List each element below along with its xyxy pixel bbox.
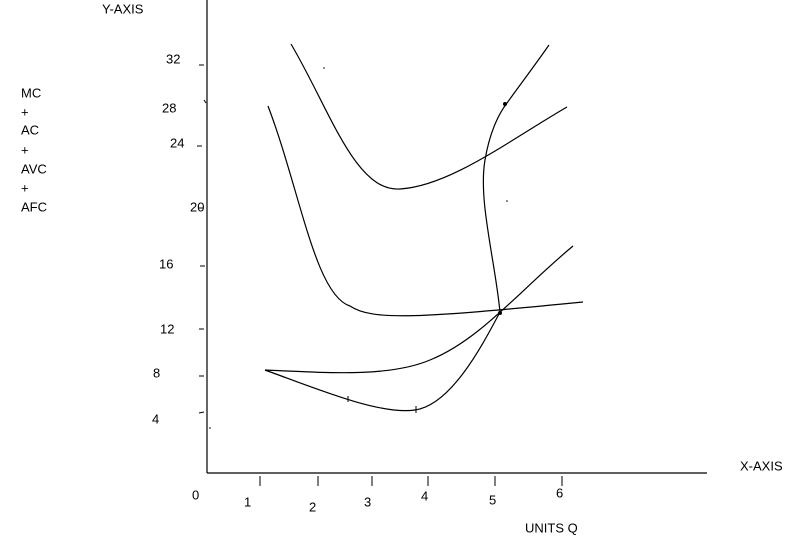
legend-line: + bbox=[21, 180, 29, 195]
legend-line: AFC bbox=[21, 199, 47, 214]
y-label: 20 bbox=[190, 199, 204, 214]
legend-line: + bbox=[21, 142, 29, 157]
legend-line: AVC bbox=[21, 161, 47, 176]
lower-curve bbox=[264, 245, 574, 374]
x-label: 6 bbox=[556, 485, 563, 500]
x-axis-title: X-AXIS bbox=[740, 458, 783, 473]
mc-curve bbox=[264, 44, 550, 412]
x-label: 5 bbox=[489, 492, 496, 507]
y-label: 24 bbox=[170, 135, 184, 150]
x-axis-caption: UNITS Q bbox=[525, 520, 578, 535]
ac-curve bbox=[290, 43, 568, 190]
avc-curve bbox=[267, 105, 584, 317]
y-label: 32 bbox=[166, 51, 180, 66]
x-label: 3 bbox=[364, 494, 371, 509]
legend-line: AC bbox=[21, 122, 39, 137]
marks bbox=[209, 67, 508, 429]
y-axis-title: Y-AXIS bbox=[102, 1, 144, 16]
y-label: 8 bbox=[153, 365, 160, 380]
y-label: 12 bbox=[160, 321, 174, 336]
x-label: 4 bbox=[421, 488, 428, 503]
legend-line: MC bbox=[21, 85, 41, 100]
legend-line: + bbox=[21, 104, 29, 119]
x-label: 1 bbox=[244, 494, 251, 509]
x-label: 2 bbox=[309, 499, 316, 514]
x-label: 0 bbox=[192, 487, 199, 502]
y-ticks bbox=[197, 64, 207, 414]
y-label: 16 bbox=[159, 256, 173, 271]
y-label: 28 bbox=[162, 100, 176, 115]
y-label: 4 bbox=[152, 411, 159, 426]
x-ticks bbox=[259, 476, 563, 486]
